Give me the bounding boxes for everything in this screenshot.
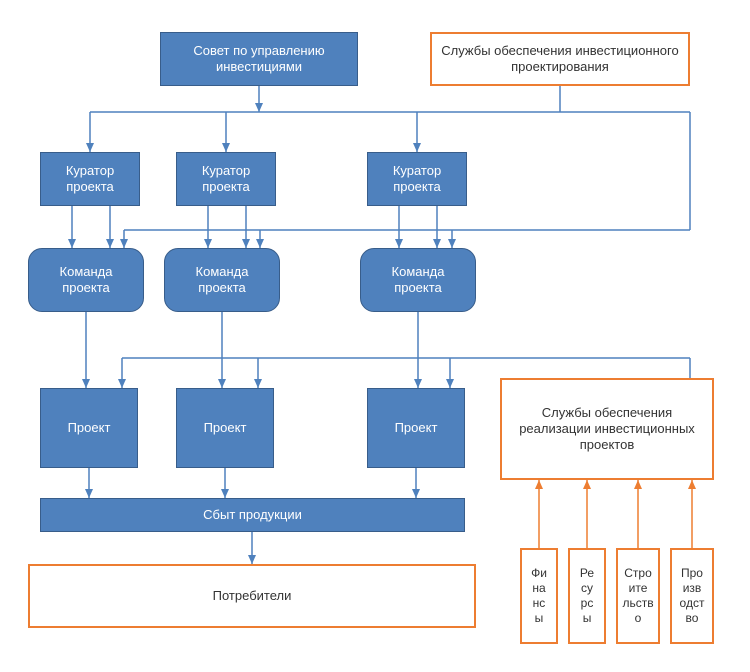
arrow-row1-to-curator2 [222,143,230,152]
arrow-construction-up [634,480,642,489]
node-team1: Команда проекта [28,248,144,312]
node-curator2: Куратор проекта [176,152,276,206]
node-svc_impl: Службы обеспечения реализации инвестицио… [500,378,714,480]
arrow-curator2-to-team2b [242,239,250,248]
node-consumers: Потребители [28,564,476,628]
arrow-svc-team1-drop [120,239,128,248]
arrow-svc-team3-drop [448,239,456,248]
arrow-svc-team2-drop [256,239,264,248]
arrow-resources-up [583,480,591,489]
node-svc_design: Службы обеспечения инвестиционного проек… [430,32,690,86]
arrow-curator1-to-team1a [68,239,76,248]
flowchart-canvas: Совет по управлению инвестициями Службы о… [0,0,750,672]
arrow-curator2-to-team2a [204,239,212,248]
arrow-council-down [255,103,263,112]
arrow-team3-to-project3 [414,379,422,388]
arrow-team2-to-project2 [218,379,226,388]
node-top_council: Совет по управлению инвестициями [160,32,358,86]
arrow-row1-to-curator1 [86,143,94,152]
arrow-bus-proj-drop1 [118,379,126,388]
arrow-finance-up [535,480,543,489]
node-team3: Команда проекта [360,248,476,312]
node-col_production: Про изв одст во [670,548,714,644]
node-curator3: Куратор проекта [367,152,467,206]
node-col_finance: Фи на нс ы [520,548,558,644]
arrow-curator3-to-team3a [395,239,403,248]
node-sales: Сбыт продукции [40,498,465,532]
arrow-bus-proj-drop3 [446,379,454,388]
node-project2: Проект [176,388,274,468]
node-team2: Команда проекта [164,248,280,312]
arrow-team1-to-project1 [82,379,90,388]
node-project3: Проект [367,388,465,468]
arrow-project2-to-sales [221,489,229,498]
arrow-bus-proj-drop2 [254,379,262,388]
node-col_construction: Стро ите льств о [616,548,660,644]
arrow-project1-to-sales [85,489,93,498]
node-col_resources: Ре су рс ы [568,548,606,644]
node-project1: Проект [40,388,138,468]
arrow-sales-to-consumers [248,555,256,564]
arrow-project3-to-sales [412,489,420,498]
arrow-row1-to-curator3 [413,143,421,152]
arrow-production-up [688,480,696,489]
node-curator1: Куратор проекта [40,152,140,206]
arrow-curator1-to-team1b [106,239,114,248]
arrow-curator3-to-team3b [433,239,441,248]
